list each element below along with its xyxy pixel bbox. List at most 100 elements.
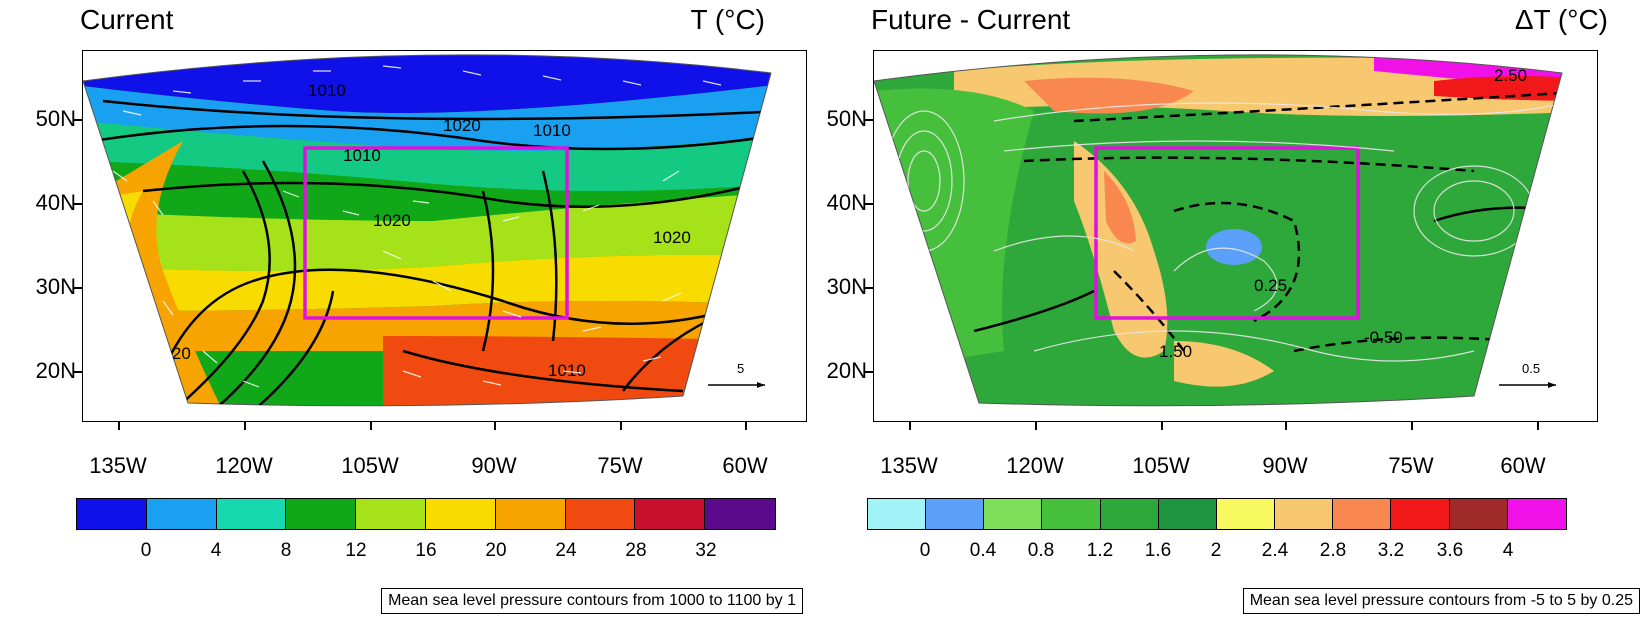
lon-tick bbox=[494, 422, 496, 430]
map-plot: 1020 1010 1020 1010 1020 1010 1020 1010 … bbox=[82, 50, 807, 422]
lon-tick bbox=[1285, 422, 1287, 430]
colorbar-label: 1.2 bbox=[1086, 540, 1114, 561]
colorbar-label: 1.6 bbox=[1144, 540, 1172, 561]
colorbar-swatch bbox=[926, 499, 985, 529]
future-minus-current-panel: Future - Current ΔT (°C) bbox=[823, 0, 1646, 617]
lat-label: 30N bbox=[35, 274, 76, 299]
lat-label: 50N bbox=[35, 106, 76, 131]
colorbar-swatch bbox=[1216, 499, 1276, 529]
colorbar-label: 0.4 bbox=[969, 540, 997, 561]
lat-tick bbox=[74, 371, 82, 373]
contour-note: Mean sea level pressure contours from -5… bbox=[1242, 588, 1640, 614]
contour-label: -0.50 bbox=[1364, 328, 1403, 347]
colorbar-swatch bbox=[216, 499, 287, 529]
lat-label: 20N bbox=[35, 358, 76, 383]
lon-label: 105W bbox=[341, 453, 399, 478]
lat-tick bbox=[865, 119, 873, 121]
svg-text:0.5: 0.5 bbox=[1522, 361, 1540, 376]
lat-tick bbox=[74, 203, 82, 205]
panel-title: Future - Current bbox=[871, 4, 1071, 35]
colorbar-swatch bbox=[146, 499, 217, 529]
lon-label: 135W bbox=[880, 453, 938, 478]
lon-tick bbox=[909, 422, 911, 430]
colorbar-label: 2 bbox=[1210, 540, 1222, 561]
colorbar-swatch bbox=[1391, 499, 1450, 529]
lon-label: 135W bbox=[89, 453, 147, 478]
lon-label: 60W bbox=[722, 453, 768, 478]
colorbar-label: 4 bbox=[210, 540, 222, 561]
lon-label: 90W bbox=[471, 453, 517, 478]
colorbar bbox=[76, 498, 776, 530]
colorbar-label: 28 bbox=[625, 540, 647, 561]
colorbar-swatch bbox=[1042, 499, 1101, 529]
lon-tick bbox=[1035, 422, 1037, 430]
contour-label: 1020 bbox=[153, 344, 191, 363]
lon-tick bbox=[620, 422, 622, 430]
reference-vector: 5 bbox=[708, 361, 765, 388]
colorbar-label: 2.4 bbox=[1261, 540, 1289, 561]
colorbar-label: 32 bbox=[695, 540, 717, 561]
colorbar-swatch bbox=[565, 499, 636, 529]
colorbar-label: 0 bbox=[919, 540, 931, 561]
colorbar-label: 3.6 bbox=[1436, 540, 1464, 561]
contour-note: Mean sea level pressure contours from 10… bbox=[381, 588, 803, 614]
lat-label: 30N bbox=[826, 274, 867, 299]
colorbar-swatch bbox=[1158, 499, 1217, 529]
lon-label: 105W bbox=[1132, 453, 1190, 478]
lon-tick bbox=[244, 422, 246, 430]
colorbar-swatch bbox=[356, 499, 426, 529]
colorbar-label: 2.8 bbox=[1319, 540, 1347, 561]
contour-label: 1.50 bbox=[1159, 342, 1192, 361]
colorbar-label: 3.2 bbox=[1377, 540, 1405, 561]
colorbar-swatch bbox=[495, 499, 566, 529]
lat-tick bbox=[74, 119, 82, 121]
contour-label: 2.50 bbox=[1494, 66, 1527, 85]
contour-label: 1010 bbox=[533, 121, 571, 140]
colorbar-swatch bbox=[868, 499, 927, 529]
panel-title: Current bbox=[80, 4, 174, 35]
contour-label: 0.25 bbox=[1254, 276, 1287, 295]
lat-tick bbox=[865, 371, 873, 373]
map-plot: 2.50 1.50 -0.50 0.25 0.5 bbox=[873, 50, 1598, 422]
colorbar-swatch bbox=[1449, 499, 1508, 529]
lon-tick bbox=[1537, 422, 1539, 430]
lat-label: 40N bbox=[826, 190, 867, 215]
lat-tick bbox=[865, 203, 873, 205]
variable-label: ΔT (°C) bbox=[1514, 4, 1608, 35]
svg-text:5: 5 bbox=[737, 361, 744, 376]
colorbar-label: 12 bbox=[345, 540, 367, 561]
colorbar-label: 0 bbox=[140, 540, 152, 561]
contour-label: 1010 bbox=[308, 81, 346, 100]
colorbar-swatch bbox=[1507, 499, 1566, 529]
lat-label: 40N bbox=[35, 190, 76, 215]
colorbar-swatch bbox=[984, 499, 1043, 529]
colorbar-label: 4 bbox=[1502, 540, 1514, 561]
lon-tick bbox=[745, 422, 747, 430]
temperature-change-map: 2.50 1.50 -0.50 0.25 0.5 bbox=[874, 54, 1563, 407]
lon-label: 60W bbox=[1500, 453, 1546, 478]
colorbar bbox=[867, 498, 1567, 530]
colorbar-swatch bbox=[77, 499, 147, 529]
colorbar-swatch bbox=[1333, 499, 1392, 529]
lon-tick bbox=[1161, 422, 1163, 430]
current-panel: Current T (°C) bbox=[35, 4, 807, 614]
colorbar-label: 24 bbox=[555, 540, 577, 561]
lon-label: 120W bbox=[1006, 453, 1064, 478]
lat-tick bbox=[865, 287, 873, 289]
colorbar-swatch bbox=[635, 499, 706, 529]
lon-tick bbox=[370, 422, 372, 430]
lon-label: 75W bbox=[597, 453, 643, 478]
colorbar-label: 0.8 bbox=[1027, 540, 1055, 561]
lon-label: 75W bbox=[1388, 453, 1434, 478]
variable-label: T (°C) bbox=[690, 4, 765, 35]
lat-label: 20N bbox=[826, 358, 867, 383]
reference-vector: 0.5 bbox=[1499, 361, 1556, 388]
lat-label: 50N bbox=[826, 106, 867, 131]
contour-label: 1010 bbox=[548, 361, 586, 380]
colorbar-label: 8 bbox=[280, 540, 292, 561]
lat-tick bbox=[74, 287, 82, 289]
lon-label: 90W bbox=[1262, 453, 1308, 478]
colorbar-swatch bbox=[425, 499, 496, 529]
lon-tick bbox=[1411, 422, 1413, 430]
colorbar-label: 16 bbox=[415, 540, 437, 561]
